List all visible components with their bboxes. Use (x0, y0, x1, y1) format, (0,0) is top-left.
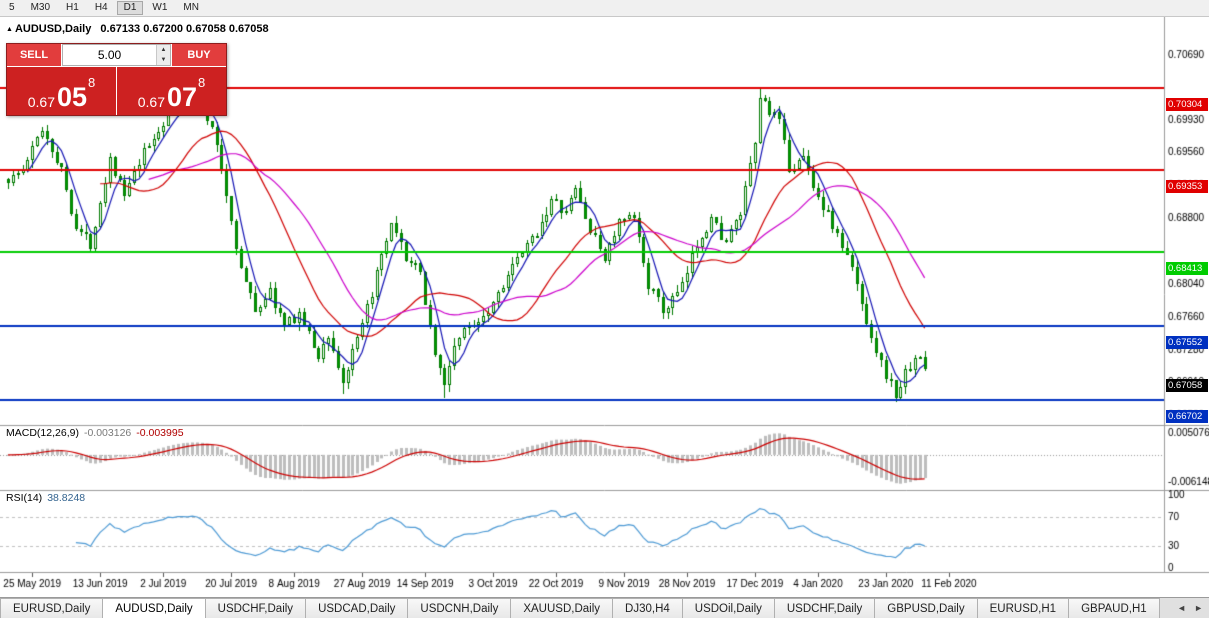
macd-signal-value: -0.003995 (136, 427, 184, 439)
price-tag-resistance-upper[interactable]: 0.70304 (1166, 98, 1208, 111)
trade-panel-price-row: 0.67 05 8 0.67 07 8 (7, 67, 226, 115)
sell-button[interactable]: SELL (7, 44, 61, 66)
sell-price-big-digits: 05 (56, 82, 88, 112)
tab-gbpaud-h1[interactable]: GBPAUD,H1 (1069, 598, 1160, 618)
buy-price-pip-digit: 8 (198, 75, 206, 90)
chart-region: ▲ AUDUSD,Daily 0.67133 0.67200 0.67058 0.… (0, 17, 1209, 597)
buy-price-prefix: 0.67 (137, 94, 165, 110)
macd-indicator-label: MACD(12,26,9) -0.003126 -0.003995 (6, 427, 184, 439)
price-tag-support-blue-lower[interactable]: 0.66702 (1166, 410, 1208, 423)
timeframe-toolbar: 5 M30 H1 H4 D1 W1 MN (0, 0, 1209, 17)
volume-field[interactable]: 5.00 ▲ ▼ (62, 44, 171, 66)
tab-dj30-h4[interactable]: DJ30,H4 (613, 598, 683, 618)
volume-spinner: ▲ ▼ (156, 45, 170, 65)
sell-price-display[interactable]: 0.67 05 8 (7, 67, 116, 115)
tab-usdcad-daily[interactable]: USDCAD,Daily (306, 598, 409, 618)
sell-price-pip-digit: 8 (88, 75, 96, 90)
rsi-indicator-label: RSI(14) 38.8248 (6, 492, 85, 504)
timeframe-mn-button[interactable]: MN (176, 1, 206, 15)
tab-usdchf-daily-2[interactable]: USDCHF,Daily (774, 598, 876, 618)
tab-usdcnh-daily[interactable]: USDCNH,Daily (408, 598, 512, 618)
one-click-trade-panel: SELL 5.00 ▲ ▼ BUY 0.67 05 8 0.67 (6, 43, 227, 116)
timeframe-w1-button[interactable]: W1 (145, 1, 174, 15)
volume-value[interactable]: 5.00 (97, 48, 122, 62)
tab-audusd-daily[interactable]: AUDUSD,Daily (103, 598, 206, 618)
ohlc-values: 0.67133 0.67200 0.67058 0.67058 (100, 23, 269, 35)
timeframe-m5-button[interactable]: 5 (2, 1, 22, 15)
chart-tabs-bar: EURUSD,Daily AUDUSD,Daily USDCHF,Daily U… (0, 597, 1209, 618)
tab-scroll-controls: ◄ ► (1171, 598, 1209, 618)
timeframe-h4-button[interactable]: H4 (88, 1, 115, 15)
tab-gbpusd-daily[interactable]: GBPUSD,Daily (875, 598, 978, 618)
tab-usdchf-daily[interactable]: USDCHF,Daily (205, 598, 307, 618)
buy-price-display[interactable]: 0.67 07 8 (117, 67, 226, 115)
price-tag-support-blue-upper[interactable]: 0.67552 (1166, 336, 1208, 349)
tabs-scroll-right-button[interactable]: ► (1191, 603, 1206, 613)
price-tag-support-green[interactable]: 0.68413 (1166, 262, 1208, 275)
macd-main-value: -0.003126 (83, 427, 132, 439)
timeframe-d1-button[interactable]: D1 (116, 1, 144, 15)
tabs-scroll-left-button[interactable]: ◄ (1174, 603, 1189, 613)
macd-name: MACD(12,26,9) (6, 427, 79, 439)
rsi-value: 38.8248 (47, 492, 86, 504)
tab-usdoil-daily[interactable]: USDOil,Daily (682, 598, 775, 618)
tab-xauusd-daily[interactable]: XAUUSD,Daily (511, 598, 614, 618)
symbol-name: AUDUSD,Daily (14, 23, 92, 35)
symbol-marker-icon: ▲ (6, 26, 13, 33)
buy-button[interactable]: BUY (172, 44, 226, 66)
timeframe-m30-button[interactable]: M30 (24, 1, 57, 15)
sell-price-prefix: 0.67 (27, 94, 55, 110)
tab-eurusd-daily[interactable]: EURUSD,Daily (0, 598, 104, 618)
volume-increase-button[interactable]: ▲ (157, 45, 170, 55)
buy-price-big-digits: 07 (166, 82, 198, 112)
timeframe-h1-button[interactable]: H1 (59, 1, 86, 15)
rsi-name: RSI(14) (6, 492, 43, 504)
chart-symbol-header: ▲ AUDUSD,Daily 0.67133 0.67200 0.67058 0.… (6, 23, 269, 35)
price-tag-resistance-lower[interactable]: 0.69353 (1166, 180, 1208, 193)
price-tag-current-price: 0.67058 (1166, 379, 1208, 392)
volume-decrease-button[interactable]: ▼ (157, 55, 170, 65)
trade-panel-top-row: SELL 5.00 ▲ ▼ BUY (7, 44, 226, 66)
tab-eurusd-h1[interactable]: EURUSD,H1 (977, 598, 1070, 618)
